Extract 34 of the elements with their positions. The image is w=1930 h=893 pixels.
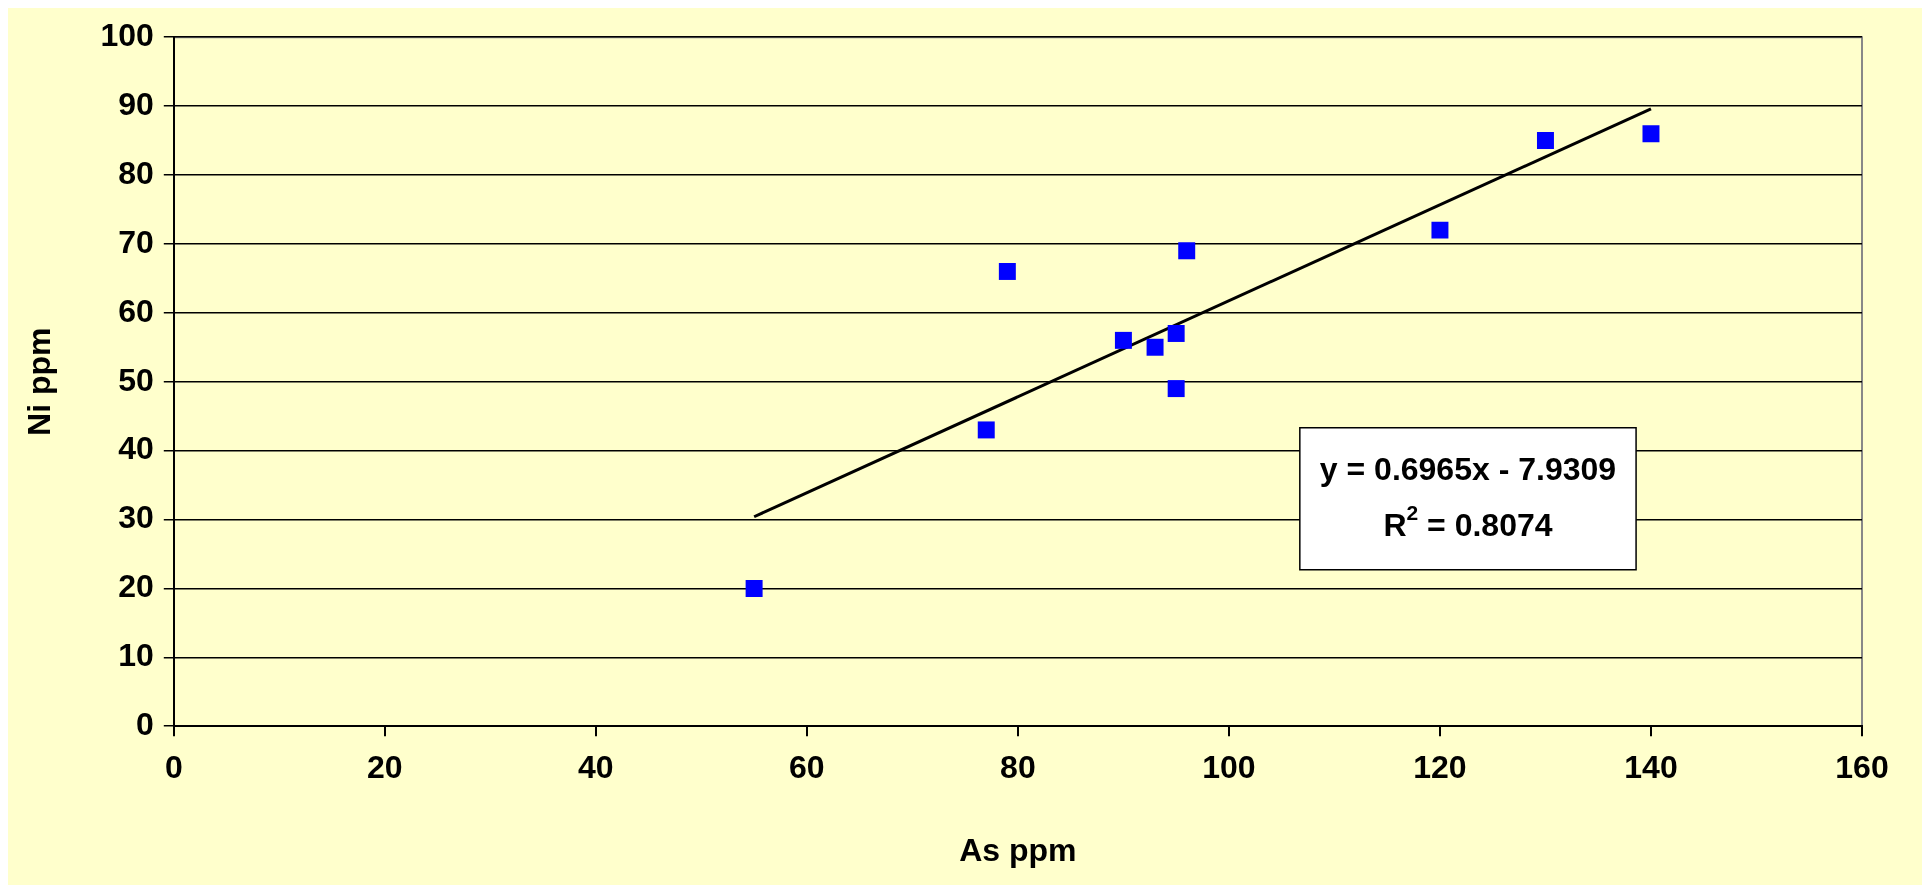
y-tick-label: 90	[118, 85, 154, 122]
y-tick-label: 40	[118, 430, 154, 467]
y-tick-label: 10	[118, 637, 154, 674]
point	[1178, 242, 1196, 260]
point	[1536, 132, 1554, 150]
x-tick-label: 0	[164, 749, 183, 786]
point	[998, 262, 1016, 280]
y-tick-label: 80	[118, 154, 154, 191]
x-tick-label: 40	[578, 749, 614, 786]
y-tick-label: 60	[118, 292, 154, 329]
point	[1167, 380, 1185, 398]
y-tick-label: 100	[100, 17, 154, 54]
x-tick-label: 60	[789, 749, 825, 786]
point	[1114, 331, 1132, 349]
point	[1431, 221, 1449, 239]
point	[977, 421, 995, 439]
point	[745, 579, 763, 597]
point	[1642, 125, 1660, 143]
y-axis-title: Ni ppm	[21, 327, 58, 436]
y-tick-label: 20	[118, 568, 154, 605]
x-tick-label: 160	[1835, 749, 1889, 786]
x-axis-title: As ppm	[959, 831, 1077, 868]
point	[1167, 324, 1185, 342]
x-tick-label: 80	[1000, 749, 1036, 786]
point	[1146, 338, 1164, 356]
y-tick-label: 30	[118, 499, 154, 536]
annotation: y = 0.6965x - 7.9309	[1319, 450, 1617, 487]
y-tick-label: 50	[118, 361, 154, 398]
y-tick-label: 0	[135, 706, 154, 743]
x-tick-label: 140	[1624, 749, 1678, 786]
x-tick-label: 20	[367, 749, 403, 786]
x-tick-label: 120	[1413, 749, 1467, 786]
x-tick-label: 100	[1202, 749, 1256, 786]
y-tick-label: 70	[118, 223, 154, 260]
